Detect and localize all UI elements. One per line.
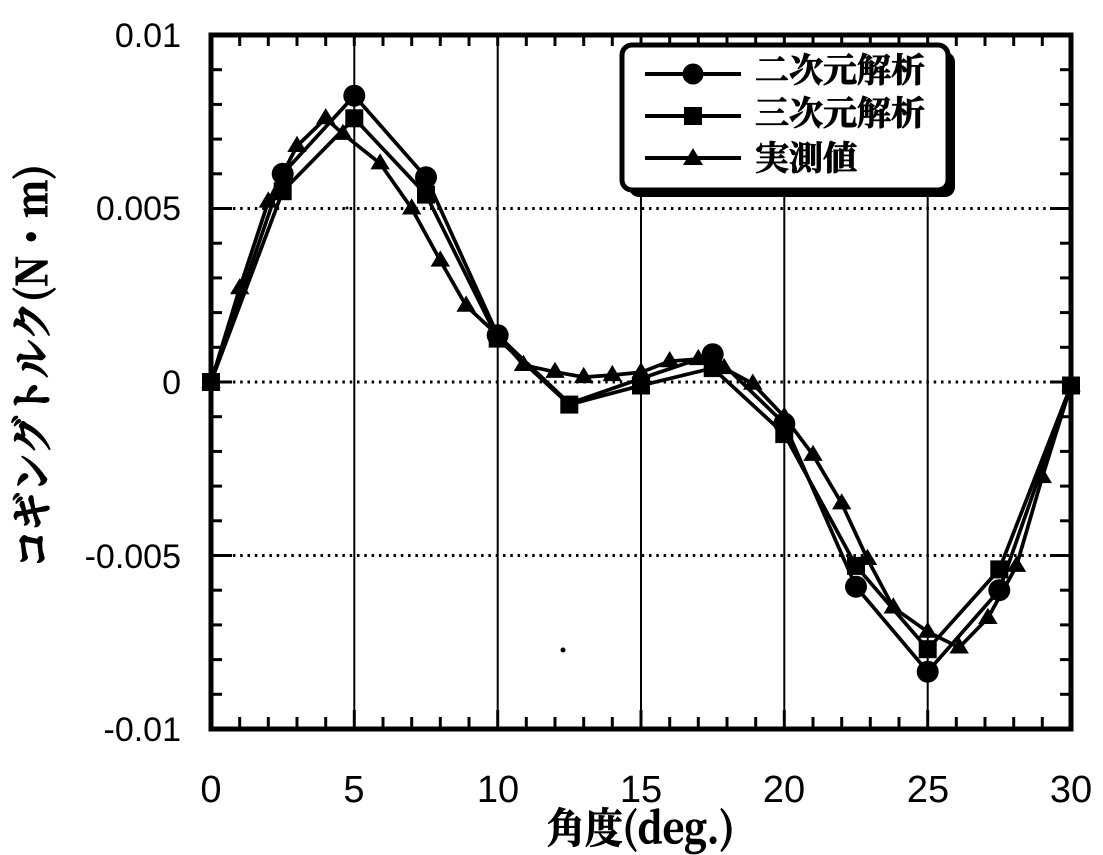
svg-text:5: 5 xyxy=(343,769,364,811)
svg-text:0.01: 0.01 xyxy=(115,17,181,55)
svg-text:-0.005: -0.005 xyxy=(85,538,181,576)
svg-text:25: 25 xyxy=(907,769,949,811)
svg-text:0: 0 xyxy=(200,769,221,811)
svg-text:15: 15 xyxy=(620,769,662,811)
svg-text:0.005: 0.005 xyxy=(96,190,181,228)
svg-text:-0.01: -0.01 xyxy=(104,711,182,749)
svg-text:0: 0 xyxy=(162,364,181,402)
svg-text:10: 10 xyxy=(477,769,519,811)
svg-text:20: 20 xyxy=(763,769,805,811)
svg-text:30: 30 xyxy=(1050,769,1092,811)
